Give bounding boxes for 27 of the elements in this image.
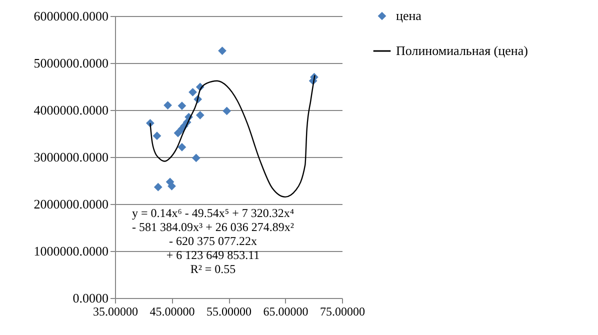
annotation: R² = 0.55 <box>190 262 236 276</box>
point <box>154 182 162 192</box>
y-tick-label: 1000000.0000 <box>34 244 108 258</box>
y-tick-label: 2000000.0000 <box>34 196 108 212</box>
point <box>178 142 186 152</box>
y-tick-label: 0.0000 <box>72 290 108 306</box>
point <box>222 106 231 116</box>
y-tick-label: 3000000.0000 <box>34 150 108 164</box>
point <box>188 88 197 96</box>
point <box>152 132 162 140</box>
annotation: y = 0.14x⁶ - 49.54x⁵ + 7 320.32x⁴ - 581 384.09x³ + 26 036 274.89x² - 620 375 077.22x + 6 123 649 853.11 <box>132 206 294 262</box>
x-tick-label: 75.00000 <box>320 304 365 318</box>
y-tick-label: 4000000.0000 <box>34 102 108 118</box>
point <box>178 102 186 110</box>
point <box>192 154 200 162</box>
point <box>218 46 226 55</box>
y-tick-label: 6000000.0000 <box>34 8 108 24</box>
point <box>174 128 182 138</box>
x-tick-label: 45.00000 <box>150 304 195 318</box>
y-tick-label: 5000000.0000 <box>34 56 108 70</box>
legend-label: цена <box>396 8 422 23</box>
point <box>164 101 172 110</box>
x-tick-label: 35.00000 <box>93 304 138 318</box>
legend-label: Полиномиальная (цена) <box>396 43 528 58</box>
x-tick-label: 55.00000 <box>206 304 252 318</box>
point <box>196 110 204 120</box>
x-tick-label: 65.00000 <box>263 304 308 318</box>
